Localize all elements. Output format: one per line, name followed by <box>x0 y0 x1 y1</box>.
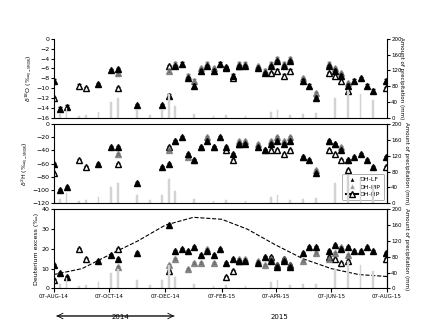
Bar <box>168 179 170 203</box>
Bar <box>245 201 246 203</box>
Y-axis label: Amount of precipitation (mm): Amount of precipitation (mm) <box>405 208 409 290</box>
Bar <box>174 191 176 203</box>
Bar <box>289 200 291 203</box>
Bar <box>347 90 349 118</box>
Bar <box>149 115 150 118</box>
Bar <box>372 100 374 118</box>
Bar <box>289 115 291 118</box>
Bar <box>78 286 80 288</box>
Bar <box>149 200 150 203</box>
Bar <box>85 115 86 118</box>
Bar <box>212 201 215 203</box>
Text: 2015: 2015 <box>270 314 289 320</box>
Bar <box>53 201 55 203</box>
Bar <box>136 110 138 118</box>
Bar <box>225 115 227 118</box>
Bar <box>315 113 317 118</box>
Bar <box>174 276 176 288</box>
Y-axis label: $\delta^{2}$H ($\mathregular{‰_{_{V-SMOW}}}$): $\delta^{2}$H ($\mathregular{‰_{_{V-SMOW… <box>19 141 30 186</box>
Bar <box>276 110 278 118</box>
Bar <box>59 199 61 203</box>
Bar <box>315 198 317 203</box>
Bar <box>270 197 272 203</box>
Bar <box>270 283 272 288</box>
Bar <box>245 286 246 288</box>
Y-axis label: $\delta^{18}$O ($\mathregular{‰_{_{V-SMOW}}}$): $\delta^{18}$O ($\mathregular{‰_{_{V-SMO… <box>23 54 34 102</box>
Bar <box>111 187 112 203</box>
Bar <box>136 195 138 203</box>
Bar <box>315 284 317 288</box>
Bar <box>372 271 374 288</box>
Bar <box>59 284 61 288</box>
Bar <box>136 281 138 288</box>
Bar <box>276 195 278 203</box>
Bar <box>334 98 336 118</box>
Bar <box>212 286 215 288</box>
Bar <box>302 114 304 118</box>
Bar <box>85 285 86 288</box>
Legend: DH-LF, DH-MP, DH-HP: DH-LF, DH-MP, DH-HP <box>342 174 384 200</box>
Bar <box>225 285 227 288</box>
Bar <box>168 265 170 288</box>
Bar <box>372 185 374 203</box>
Bar <box>212 116 215 118</box>
Bar <box>149 285 150 288</box>
Bar <box>168 94 170 118</box>
Bar <box>98 283 99 288</box>
Bar <box>302 199 304 203</box>
Bar <box>162 195 163 203</box>
Bar <box>194 114 195 118</box>
Bar <box>66 279 68 288</box>
Bar <box>98 112 99 118</box>
Bar <box>245 116 246 118</box>
Bar <box>347 261 349 288</box>
Bar <box>347 176 349 203</box>
Bar <box>66 193 68 203</box>
Bar <box>117 183 119 203</box>
Y-axis label: Amount of precipitation (mm): Amount of precipitation (mm) <box>405 122 409 205</box>
Y-axis label: Amount of precipitation (mm): Amount of precipitation (mm) <box>399 37 405 120</box>
Bar <box>225 200 227 203</box>
Bar <box>289 285 291 288</box>
Bar <box>334 183 336 203</box>
Bar <box>59 114 61 118</box>
Bar <box>78 201 80 203</box>
Text: 2014: 2014 <box>111 314 129 320</box>
Bar <box>359 94 362 118</box>
Bar <box>174 106 176 118</box>
Bar <box>194 199 195 203</box>
Bar <box>66 108 68 118</box>
Bar <box>53 286 55 288</box>
Bar <box>162 281 163 288</box>
Bar <box>194 284 195 288</box>
Bar <box>53 116 55 118</box>
Bar <box>359 265 362 288</box>
Bar <box>359 179 362 203</box>
Bar <box>276 281 278 288</box>
Bar <box>85 200 86 203</box>
Bar <box>111 272 112 288</box>
Bar <box>111 102 112 118</box>
Bar <box>117 269 119 288</box>
Bar <box>302 284 304 288</box>
Bar <box>98 197 99 203</box>
Y-axis label: Deuterium excess (‰): Deuterium excess (‰) <box>34 213 39 285</box>
Bar <box>117 98 119 118</box>
Bar <box>78 116 80 118</box>
Bar <box>270 112 272 118</box>
Bar <box>334 269 336 288</box>
Bar <box>162 110 163 118</box>
